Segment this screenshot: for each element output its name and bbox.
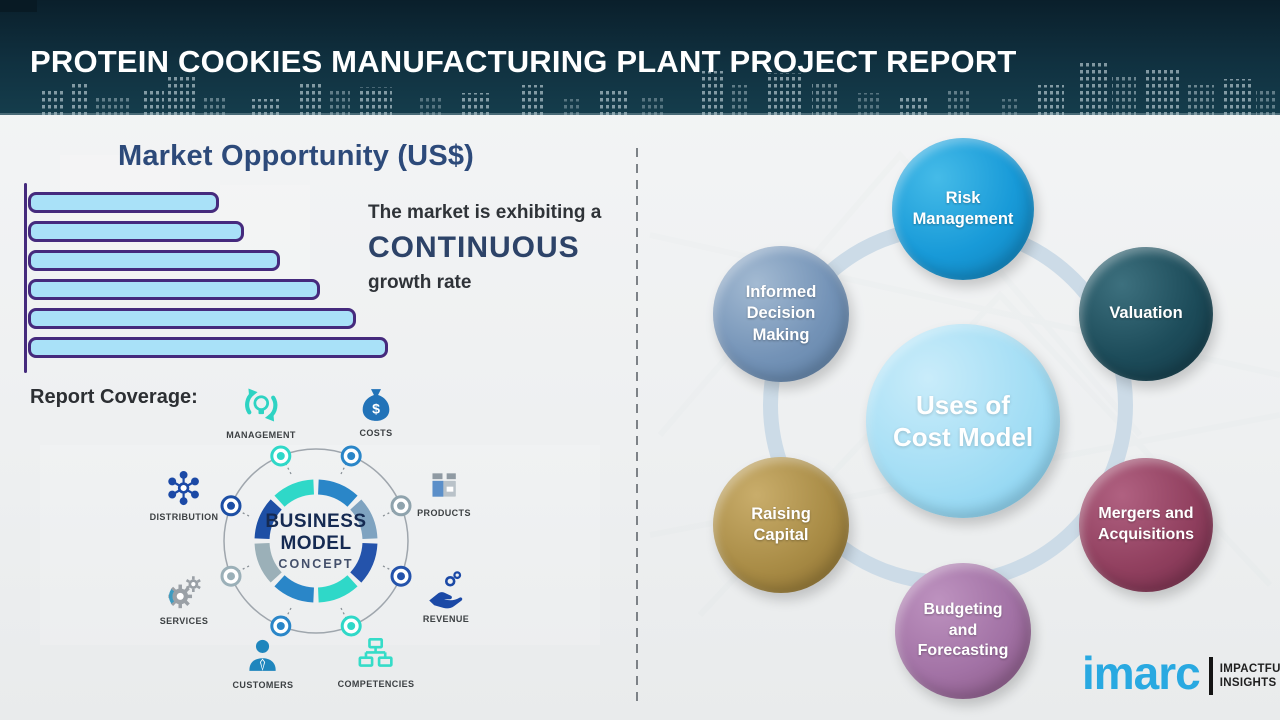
bar-chart-axis [24, 183, 27, 373]
bm-item-customers: CUSTOMERS [233, 635, 294, 690]
node-label: Budgeting and Forecasting [917, 600, 1009, 660]
imarc-tagline-line1: IMPACTFUL [1219, 662, 1280, 675]
business-model-diagram: BUSINESS MODEL CONCEPT MANAGEMENT $ [140, 383, 520, 718]
node-label: Uses of Cost Model [892, 389, 1034, 453]
bm-item-label: SERVICES [159, 616, 209, 626]
bm-item-products: PRODUCTS [417, 465, 471, 518]
page-title: PROTEIN COOKIES MANUFACTURING PLANT PROJ… [30, 44, 1017, 79]
bm-item-label: DISTRIBUTION [149, 512, 219, 522]
market-bar [28, 337, 388, 358]
market-bar [28, 250, 280, 271]
header-banner: PROTEIN COOKIES MANUFACTURING PLANT PROJ… [0, 0, 1280, 115]
cost-model-node-risk-management: Risk Management [892, 138, 1034, 280]
market-bar [28, 279, 320, 300]
products-icon [432, 473, 456, 497]
business-model-word3: CONCEPT [278, 557, 354, 571]
bm-item-costs: $ COSTS [356, 385, 396, 438]
svg-text:$: $ [372, 401, 380, 417]
bm-item-competencies: COMPETENCIES [338, 634, 415, 689]
node-label: Valuation [1109, 304, 1183, 323]
growth-note-emphasis: CONTINUOUS [368, 231, 580, 264]
business-model-word1: BUSINESS [265, 511, 367, 532]
cost-model-node-mergers-acquisitions: Mergers and Acquisitions [1079, 458, 1213, 592]
market-opportunity-title: Market Opportunity (US$) [118, 140, 475, 172]
cost-model-node-raising-capital: Raising Capital [713, 457, 849, 593]
city-skyline-graphic [0, 63, 1280, 115]
services-icon [168, 576, 202, 609]
node-label: Mergers and Acquisitions [1097, 505, 1194, 543]
costs-icon: $ [362, 389, 390, 421]
business-model-center-text: BUSINESS MODEL CONCEPT [265, 511, 366, 571]
imarc-logo: imarc IMPACTFUL INSIGHTS [1082, 650, 1280, 696]
business-model-word2: MODEL [280, 533, 352, 554]
market-bar [28, 192, 219, 213]
node-label: Risk Management [912, 188, 1014, 228]
market-bar [28, 221, 244, 242]
cost-model-node-valuation: Valuation [1079, 247, 1213, 381]
distribution-icon [168, 470, 200, 506]
bm-item-distribution: DISTRIBUTION [150, 467, 219, 522]
bm-item-revenue: REVENUE [423, 569, 469, 624]
bm-item-label: PRODUCTS [417, 508, 471, 518]
market-bar [28, 308, 356, 329]
customers-icon [249, 639, 277, 671]
imarc-logo-tagline: IMPACTFUL INSIGHTS [1220, 662, 1280, 691]
revenue-icon [429, 571, 463, 609]
management-icon [244, 388, 278, 422]
bm-item-management: MANAGEMENT [226, 383, 296, 440]
bm-item-services: SERVICES [160, 571, 209, 626]
bm-item-label: CUSTOMERS [232, 680, 294, 690]
cost-model-node-budgeting-forecasting: Budgeting and Forecasting [895, 563, 1031, 699]
report-coverage-label: Report Coverage: [30, 386, 198, 408]
imarc-tagline-line2: INSIGHTS [1219, 677, 1277, 689]
node-label: Informed Decision Making [745, 282, 817, 344]
imarc-logo-wordmark: imarc [1082, 647, 1201, 699]
node-label: Raising Capital [751, 504, 811, 544]
bm-item-label: COSTS [359, 428, 393, 438]
business-model-ring [220, 445, 412, 637]
cost-model-center-node: Uses of Cost Model [866, 324, 1060, 518]
growth-note-line2: growth rate [368, 272, 472, 293]
bm-item-label: COMPETENCIES [337, 679, 415, 689]
cost-model-node-informed-decision-making: Informed Decision Making [713, 246, 849, 382]
bm-item-label: REVENUE [422, 614, 470, 624]
vertical-dashed-divider [636, 148, 638, 704]
competencies-icon [358, 637, 394, 667]
header-corner-accent [0, 0, 37, 12]
growth-note: The market is exhibiting a CONTINUOUS gr… [368, 202, 628, 294]
bm-item-label: MANAGEMENT [226, 430, 296, 440]
market-bar-chart-bars [28, 192, 388, 366]
imarc-logo-divider [1208, 657, 1213, 695]
growth-note-line1: The market is exhibiting a [368, 202, 602, 223]
